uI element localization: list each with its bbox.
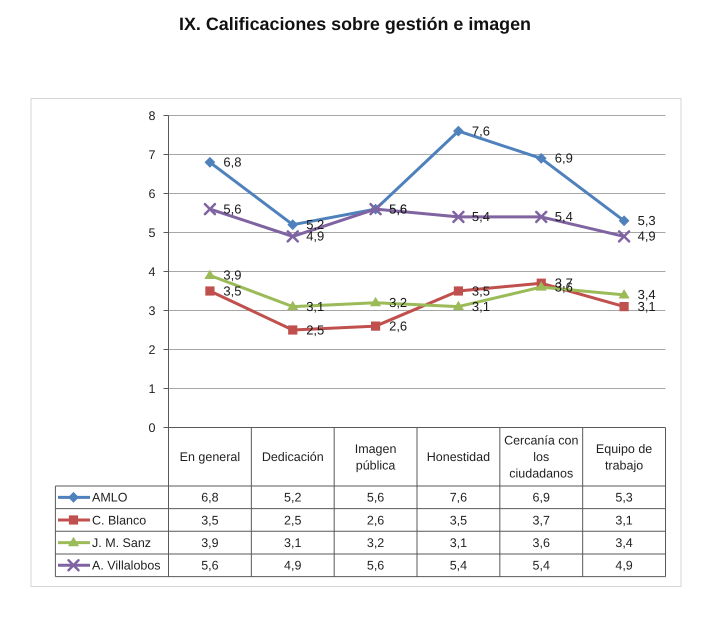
svg-text:2: 2 [149,343,156,357]
svg-text:3: 3 [149,304,156,318]
svg-text:4,9: 4,9 [638,229,656,244]
svg-text:4: 4 [149,265,156,279]
svg-text:6,9: 6,9 [555,151,573,166]
svg-text:3,1: 3,1 [450,536,467,550]
svg-text:4,9: 4,9 [284,559,301,573]
svg-text:7,6: 7,6 [472,123,490,138]
svg-text:5,3: 5,3 [638,213,656,228]
svg-text:ciudadanos: ciudadanos [509,467,573,481]
svg-text:3,4: 3,4 [638,287,656,302]
svg-text:5,4: 5,4 [533,559,550,573]
svg-text:J. M. Sanz: J. M. Sanz [92,536,151,550]
svg-text:3,2: 3,2 [389,295,407,310]
svg-text:Cercanía con: Cercanía con [504,434,578,448]
svg-text:3,2: 3,2 [367,536,384,550]
svg-text:3,1: 3,1 [306,299,324,314]
svg-text:Dedicación: Dedicación [262,450,324,464]
svg-text:A. Villalobos: A. Villalobos [92,559,161,573]
svg-text:3,9: 3,9 [201,536,218,550]
svg-text:5,4: 5,4 [450,559,467,573]
svg-text:6: 6 [149,187,156,201]
svg-text:3,5: 3,5 [472,283,490,298]
svg-text:3,7: 3,7 [555,276,573,291]
svg-text:5,6: 5,6 [367,559,384,573]
svg-text:5,6: 5,6 [389,201,407,216]
svg-text:Equipo de: Equipo de [596,442,652,456]
svg-text:pública: pública [356,458,396,472]
svg-text:2,6: 2,6 [367,513,384,527]
svg-text:8: 8 [149,109,156,123]
svg-text:3,1: 3,1 [638,299,656,314]
svg-text:4,9: 4,9 [615,559,632,573]
svg-text:2,5: 2,5 [306,322,324,337]
svg-text:Honestidad: Honestidad [427,450,490,464]
svg-text:3,4: 3,4 [615,536,632,550]
svg-text:6,8: 6,8 [223,155,241,170]
svg-text:5,6: 5,6 [223,201,241,216]
svg-text:3,6: 3,6 [533,536,550,550]
svg-text:3,5: 3,5 [223,283,241,298]
svg-text:trabajo: trabajo [605,458,643,472]
svg-text:los: los [533,450,549,464]
svg-text:7,6: 7,6 [450,491,467,505]
svg-text:IX. Calificaciones sobre gesti: IX. Calificaciones sobre gestión e image… [179,14,531,34]
svg-text:5,4: 5,4 [472,209,490,224]
svg-text:Imagen: Imagen [355,442,397,456]
svg-text:3,6: 3,6 [555,279,573,294]
svg-text:1: 1 [149,382,156,396]
svg-text:AMLO: AMLO [92,491,128,505]
svg-text:5,6: 5,6 [389,201,407,216]
svg-text:3,1: 3,1 [284,536,301,550]
svg-text:5: 5 [149,226,156,240]
svg-text:En general: En general [180,450,240,464]
svg-text:5,6: 5,6 [367,491,384,505]
svg-text:2,6: 2,6 [389,318,407,333]
svg-text:0: 0 [149,421,156,435]
svg-text:3,1: 3,1 [615,513,632,527]
svg-text:3,5: 3,5 [450,513,467,527]
svg-text:5,6: 5,6 [201,559,218,573]
svg-text:3,5: 3,5 [201,513,218,527]
svg-text:6,9: 6,9 [533,491,550,505]
svg-text:3,1: 3,1 [472,299,490,314]
svg-text:C. Blanco: C. Blanco [92,513,146,527]
svg-text:4,9: 4,9 [306,229,324,244]
svg-text:5,2: 5,2 [284,491,301,505]
svg-text:7: 7 [149,148,156,162]
svg-text:3,7: 3,7 [533,513,550,527]
svg-text:3,9: 3,9 [223,268,241,283]
svg-text:5,2: 5,2 [306,217,324,232]
svg-text:2,5: 2,5 [284,513,301,527]
svg-text:5,4: 5,4 [555,209,573,224]
svg-text:6,8: 6,8 [201,491,218,505]
svg-text:5,3: 5,3 [615,491,632,505]
